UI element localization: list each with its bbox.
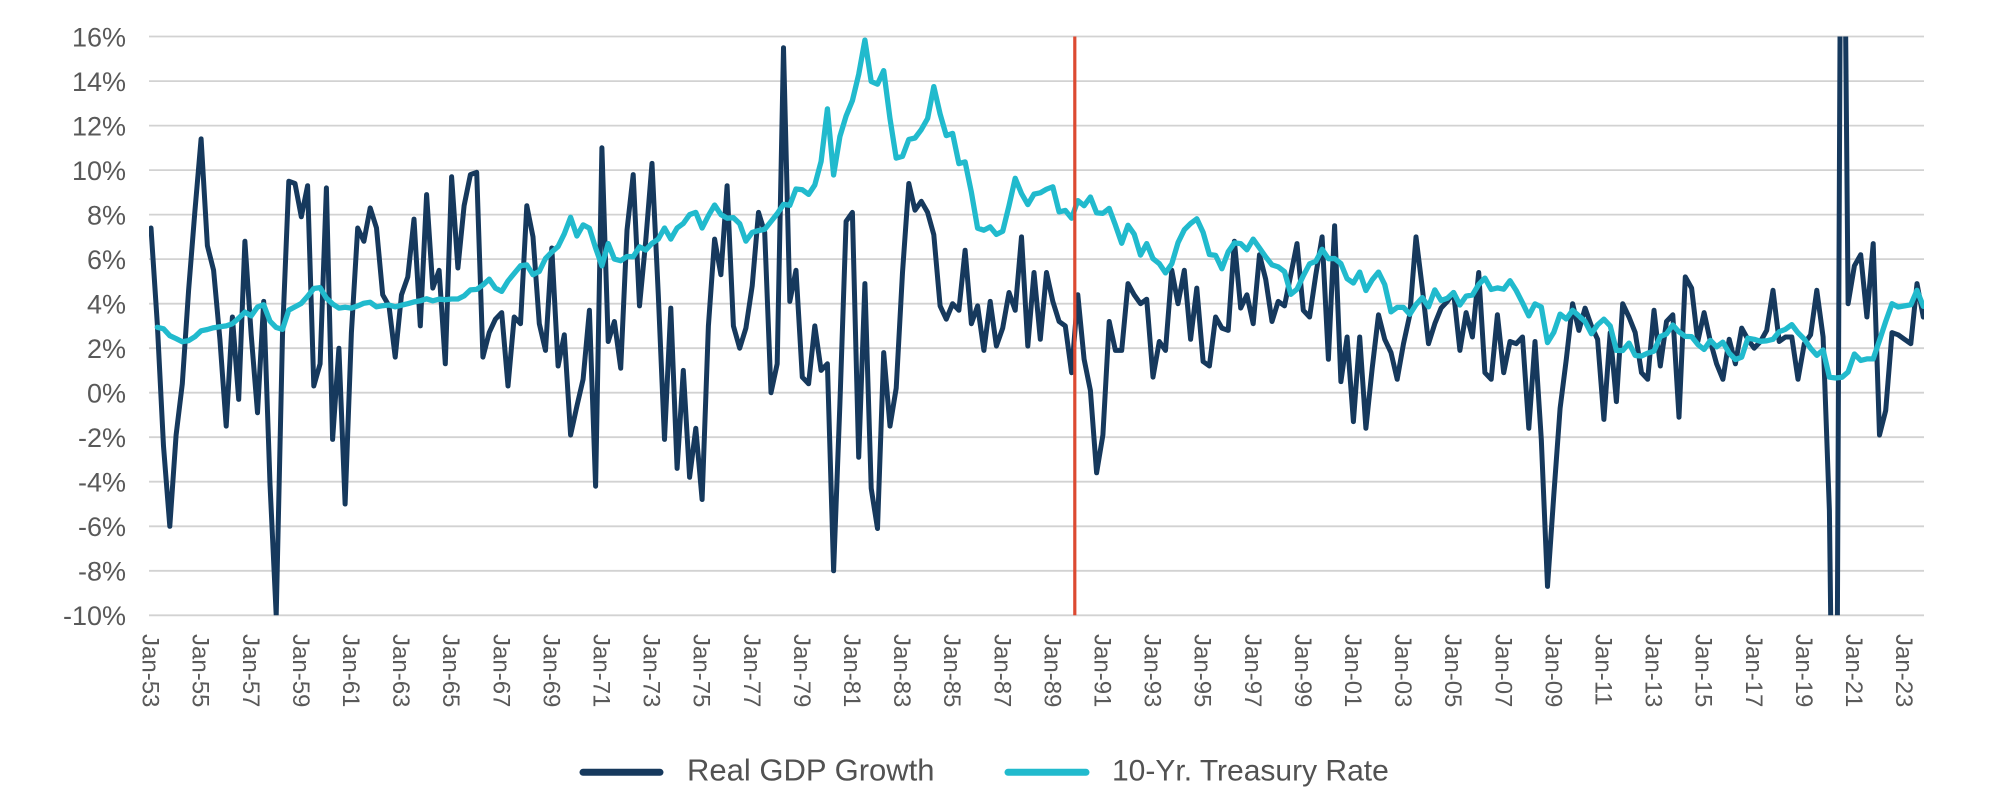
svg-text:Jan-75: Jan-75: [688, 634, 715, 707]
svg-text:Jan-93: Jan-93: [1139, 634, 1166, 707]
svg-text:Jan-85: Jan-85: [938, 634, 965, 707]
svg-text:Jan-73: Jan-73: [638, 634, 665, 707]
svg-text:Jan-77: Jan-77: [738, 634, 765, 707]
svg-text:Jan-15: Jan-15: [1690, 634, 1717, 707]
svg-text:Real GDP Growth: Real GDP Growth: [687, 753, 935, 788]
svg-text:4%: 4%: [87, 290, 126, 320]
svg-text:Jan-79: Jan-79: [788, 634, 815, 707]
svg-text:-10%: -10%: [63, 601, 126, 631]
svg-text:Jan-59: Jan-59: [287, 634, 314, 707]
svg-text:Jan-61: Jan-61: [337, 634, 364, 707]
svg-text:10-Yr. Treasury Rate: 10-Yr. Treasury Rate: [1112, 755, 1389, 788]
svg-text:Jan-63: Jan-63: [387, 634, 414, 707]
svg-text:Jan-65: Jan-65: [437, 634, 464, 707]
svg-text:Jan-91: Jan-91: [1089, 634, 1116, 707]
svg-text:Jan-23: Jan-23: [1890, 634, 1917, 707]
svg-text:Jan-71: Jan-71: [588, 634, 615, 707]
svg-text:Jan-19: Jan-19: [1790, 634, 1817, 707]
svg-text:2%: 2%: [87, 334, 126, 364]
svg-text:-6%: -6%: [78, 512, 126, 542]
svg-text:14%: 14%: [72, 67, 126, 97]
svg-text:10%: 10%: [72, 156, 126, 186]
svg-text:6%: 6%: [87, 245, 126, 275]
svg-text:Jan-97: Jan-97: [1239, 634, 1266, 707]
svg-text:Jan-03: Jan-03: [1389, 634, 1416, 707]
svg-text:Jan-81: Jan-81: [838, 634, 865, 707]
svg-text:Jan-09: Jan-09: [1539, 634, 1566, 707]
svg-text:12%: 12%: [72, 111, 126, 141]
svg-text:Jan-87: Jan-87: [988, 634, 1015, 707]
svg-text:Jan-07: Jan-07: [1489, 634, 1516, 707]
svg-text:-2%: -2%: [78, 423, 126, 453]
svg-text:Jan-01: Jan-01: [1339, 634, 1366, 707]
svg-text:16%: 16%: [72, 22, 126, 52]
svg-text:Jan-89: Jan-89: [1038, 634, 1065, 707]
svg-text:Jan-95: Jan-95: [1189, 634, 1216, 707]
svg-text:Jan-53: Jan-53: [137, 634, 164, 707]
svg-text:Jan-57: Jan-57: [237, 634, 264, 707]
svg-text:-8%: -8%: [78, 557, 126, 587]
svg-text:Jan-17: Jan-17: [1740, 634, 1767, 707]
svg-text:8%: 8%: [87, 200, 126, 230]
svg-text:Jan-05: Jan-05: [1439, 634, 1466, 707]
svg-text:Jan-67: Jan-67: [487, 634, 514, 707]
svg-text:-4%: -4%: [78, 468, 126, 498]
svg-text:Jan-83: Jan-83: [888, 634, 915, 707]
svg-text:Jan-55: Jan-55: [187, 634, 214, 707]
svg-text:Jan-69: Jan-69: [537, 634, 564, 707]
svg-text:Jan-99: Jan-99: [1289, 634, 1316, 707]
svg-text:Jan-21: Jan-21: [1840, 634, 1867, 707]
svg-text:0%: 0%: [87, 379, 126, 409]
svg-text:Jan-11: Jan-11: [1590, 634, 1617, 706]
svg-text:Jan-13: Jan-13: [1640, 634, 1667, 707]
